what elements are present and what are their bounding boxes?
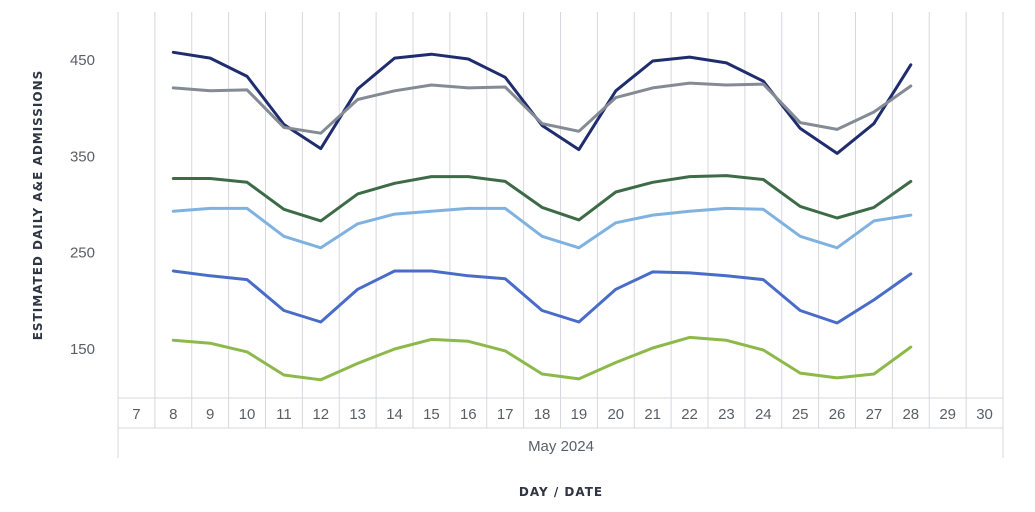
x-tick-label: 17	[497, 406, 514, 423]
x-tick-label: 27	[866, 406, 883, 423]
x-tick-label: 24	[755, 406, 772, 423]
series-lines	[171, 50, 913, 382]
series-line-1	[171, 50, 913, 155]
series-line-4	[171, 206, 913, 250]
x-tick-label: 26	[829, 406, 846, 423]
x-tick-label: 21	[644, 406, 661, 423]
x-axis: 7 8 9 10 11 12 13 14 15 16 17 18 19 20 21 22 23 24 25 26 27 2…	[117, 397, 1004, 458]
month-label: May 2024	[528, 438, 594, 455]
y-tick-label: 150	[70, 341, 95, 358]
x-tick-label: 15	[423, 406, 440, 423]
y-axis-label: ESTIMATED DAILY A&E ADMISSIONS	[31, 70, 45, 341]
x-tick-label: 14	[386, 406, 403, 423]
x-tick-label: 29	[939, 406, 956, 423]
x-tick-label: 20	[607, 406, 624, 423]
series-line-2	[171, 81, 913, 135]
y-tick-label: 450	[70, 52, 95, 69]
x-tick-label: 13	[349, 406, 366, 423]
x-tick-label: 19	[571, 406, 588, 423]
y-axis-ticks: 150 250 350 450	[70, 52, 95, 358]
x-tick-label: 8	[169, 406, 177, 423]
x-tick-label: 12	[312, 406, 329, 423]
series-line-6	[171, 335, 913, 382]
x-tick-label: 23	[718, 406, 735, 423]
x-tick-label: 28	[902, 406, 919, 423]
x-tick-label: 7	[132, 406, 140, 423]
x-tick-label: 18	[534, 406, 551, 423]
x-axis-label: DAY / DATE	[519, 485, 603, 499]
y-tick-label: 350	[70, 148, 95, 165]
x-tick-label: 22	[681, 406, 698, 423]
x-tick-label: 11	[276, 406, 292, 423]
y-tick-label: 250	[70, 245, 95, 262]
grid-lines	[117, 12, 1004, 398]
x-tick-label: 25	[792, 406, 809, 423]
series-line-3	[171, 174, 913, 223]
x-tick-label: 10	[239, 406, 256, 423]
x-tick-label: 16	[460, 406, 477, 423]
x-tick-label: 9	[206, 406, 214, 423]
series-line-5	[171, 269, 913, 325]
x-tick-label: 30	[976, 406, 993, 423]
